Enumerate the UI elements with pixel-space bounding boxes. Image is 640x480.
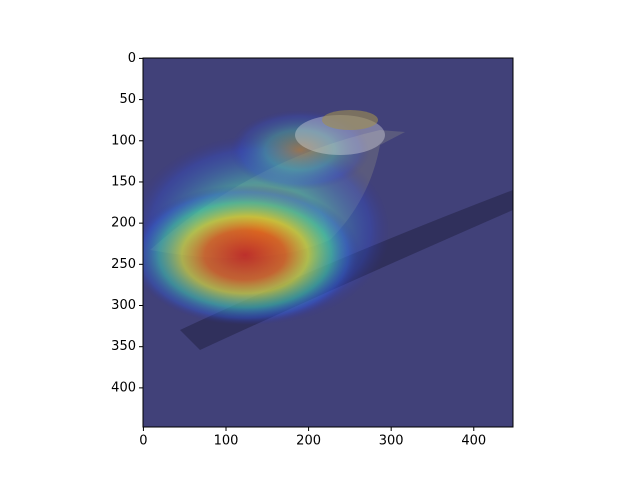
y-tick-label: 50	[119, 92, 136, 107]
x-tick-label: 100	[214, 434, 239, 449]
y-tick-label: 400	[111, 380, 136, 395]
y-tick-label: 200	[111, 216, 136, 231]
image	[143, 58, 513, 427]
x-tick-label: 300	[379, 434, 404, 449]
y-tick-label: 150	[111, 174, 136, 189]
y-tick-label: 350	[111, 339, 136, 354]
y-tick-label: 250	[111, 257, 136, 272]
x-tick-label: 200	[296, 434, 321, 449]
x-tick-label: 400	[461, 434, 486, 449]
y-tick-label: 0	[128, 51, 136, 66]
x-tick-label: 0	[139, 434, 147, 449]
y-tick-label: 300	[111, 298, 136, 313]
axes-frame	[142, 57, 514, 428]
y-tick-label: 100	[111, 133, 136, 148]
